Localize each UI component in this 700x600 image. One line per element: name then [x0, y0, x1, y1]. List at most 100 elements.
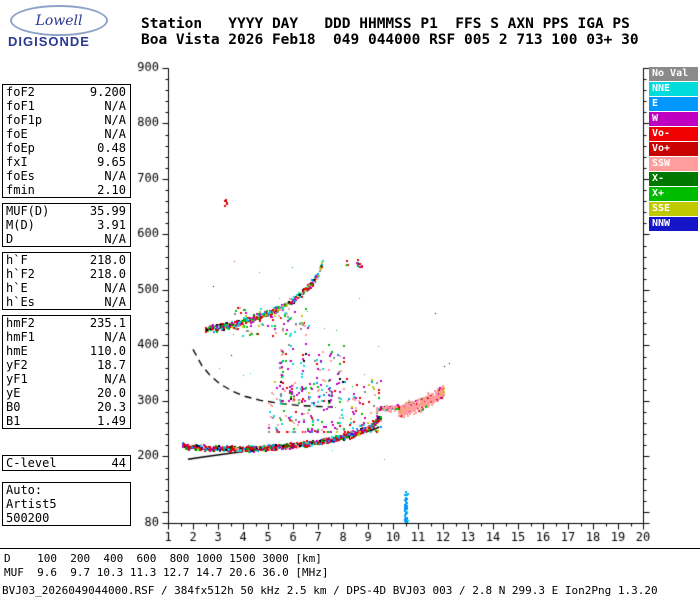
parameter-row-hmf2: hmF2 235.1 [3, 316, 130, 330]
parameter-group: h`F 218.0 h`F2 218.0 h`E N/A h`Es N/A [2, 252, 131, 310]
parameter-row-foe: foE N/A [3, 127, 130, 141]
parameter-row-ye: yE 20.0 [3, 386, 130, 400]
parameter-row-fxi: fxI 9.65 [3, 155, 130, 169]
parameter-row-500200: 500200 [3, 511, 130, 525]
legend-entry-nnw: NNW [649, 217, 698, 231]
parameter-label: 500200 [6, 511, 50, 525]
parameter-label: C-level [6, 456, 57, 470]
parameter-row-clevel: C-level 44 [3, 456, 130, 470]
parameter-row-hmf1: hmF1 N/A [3, 330, 130, 344]
parameter-label: yF2 [6, 358, 28, 372]
parameter-label: D [6, 232, 14, 246]
parameter-label: Artist5 [6, 497, 57, 511]
parameter-value: 218.0 [89, 253, 126, 267]
parameter-value: 35.99 [89, 204, 126, 218]
parameter-label: h`Es [6, 295, 35, 309]
parameter-value: 3.91 [97, 218, 126, 232]
parameter-label: foF1 [6, 99, 35, 113]
parameter-label: MUF(D) [6, 204, 50, 218]
parameter-row-hf2: h`F2 218.0 [3, 267, 130, 281]
legend-entry-vo-: Vo- [649, 127, 698, 141]
parameter-value: N/A [104, 372, 126, 386]
parameter-value: 20.0 [97, 386, 126, 400]
parameter-row-foes: foEs N/A [3, 169, 130, 183]
parameter-label: B1 [6, 414, 21, 428]
parameter-value: 218.0 [89, 267, 126, 281]
parameter-row-hf: h`F 218.0 [3, 253, 130, 267]
parameter-row-fof1: foF1 N/A [3, 99, 130, 113]
footer-separator [0, 548, 700, 549]
parameter-label: h`F [6, 253, 28, 267]
parameter-label: foEs [6, 169, 35, 183]
legend-entry-nne: NNE [649, 82, 698, 96]
parameter-label: foF1p [6, 113, 43, 127]
legend-entry-ssw: SSW [649, 157, 698, 171]
parameter-group: MUF(D) 35.99 M(D) 3.91 D N/A [2, 203, 131, 247]
parameter-label: B0 [6, 400, 21, 414]
parameter-row-d: D N/A [3, 232, 130, 246]
parameter-value: N/A [104, 232, 126, 246]
parameter-label: M(D) [6, 218, 35, 232]
parameter-label: yE [6, 386, 21, 400]
logo-oval: Lowell [10, 5, 108, 36]
parameter-value: N/A [104, 295, 126, 309]
parameter-row-b1: B1 1.49 [3, 414, 130, 428]
parameter-group: Auto: Artist5 500200 [2, 482, 131, 526]
legend-entry-w: W [649, 112, 698, 126]
parameter-label: fmin [6, 183, 35, 197]
parameter-value: N/A [104, 99, 126, 113]
parameter-label: foF2 [6, 85, 35, 99]
color-legend: No Val NNE E W Vo- Vo+ SSW X- X+ SSE NNW [649, 67, 698, 232]
parameter-label: h`F2 [6, 267, 35, 281]
header-column-titles: Station YYYY DAY DDD HHMMSS P1 FFS S AXN… [141, 16, 630, 32]
distance-row: D 100 200 400 600 800 1000 1500 3000 [km… [4, 552, 322, 565]
parameter-label: Auto: [6, 483, 43, 497]
parameter-value: 2.10 [97, 183, 126, 197]
parameter-row-hme: hmE 110.0 [3, 344, 130, 358]
parameter-group: foF2 9.200 foF1 N/A foF1p N/A foE N/A foEp 0.48 fx… [2, 84, 131, 198]
logo-lowell-text: Lowell [35, 12, 83, 29]
parameter-value: N/A [104, 281, 126, 295]
parameter-value: 0.48 [97, 141, 126, 155]
parameter-label: yF1 [6, 372, 28, 386]
parameter-panel: foF2 9.200 foF1 N/A foF1p N/A foE N/A foEp 0.48 fx… [2, 84, 131, 531]
parameter-row-yf2: yF2 18.7 [3, 358, 130, 372]
parameter-value: N/A [104, 330, 126, 344]
parameter-label: foE [6, 127, 28, 141]
parameter-row-he: h`E N/A [3, 281, 130, 295]
parameter-row-foep: foEp 0.48 [3, 141, 130, 155]
parameter-row-hes: h`Es N/A [3, 295, 130, 309]
parameter-row-yf1: yF1 N/A [3, 372, 130, 386]
parameter-value: 110.0 [89, 344, 126, 358]
parameter-label: fxI [6, 155, 28, 169]
legend-entry-e: E [649, 97, 698, 111]
parameter-value: 235.1 [89, 316, 126, 330]
parameter-value: 20.3 [97, 400, 126, 414]
legend-entry-x-: X- [649, 172, 698, 186]
parameter-value: 18.7 [97, 358, 126, 372]
parameter-row-md: M(D) 3.91 [3, 218, 130, 232]
status-line: BVJ03_2026049044000.RSF / 384fx512h 50 k… [2, 584, 658, 597]
legend-entry-x+: X+ [649, 187, 698, 201]
parameter-value: 1.49 [97, 414, 126, 428]
parameter-label: hmF1 [6, 330, 35, 344]
legend-entry-vo+: Vo+ [649, 142, 698, 156]
parameter-value: N/A [104, 113, 126, 127]
parameter-row-mufd: MUF(D) 35.99 [3, 204, 130, 218]
parameter-row-b0: B0 20.3 [3, 400, 130, 414]
muf-row: MUF 9.6 9.7 10.3 11.3 12.7 14.7 20.6 36.… [4, 566, 329, 579]
parameter-value: 9.200 [89, 85, 126, 99]
lowell-digisonde-logo: Lowell DIGISONDE [8, 4, 120, 50]
parameter-row-fof1p: foF1p N/A [3, 113, 130, 127]
parameter-value: 9.65 [97, 155, 126, 169]
header-station-values: Boa Vista 2026 Feb18 049 044000 RSF 005 … [141, 32, 639, 48]
parameter-row-fmin: fmin 2.10 [3, 183, 130, 197]
legend-entry-sse: SSE [649, 202, 698, 216]
logo-digisonde-text: DIGISONDE [8, 34, 90, 49]
parameter-label: foEp [6, 141, 35, 155]
legend-entry-noval: No Val [649, 67, 698, 81]
parameter-row-artist5: Artist5 [3, 497, 130, 511]
parameter-value: N/A [104, 169, 126, 183]
parameter-label: h`E [6, 281, 28, 295]
parameter-label: hmF2 [6, 316, 35, 330]
